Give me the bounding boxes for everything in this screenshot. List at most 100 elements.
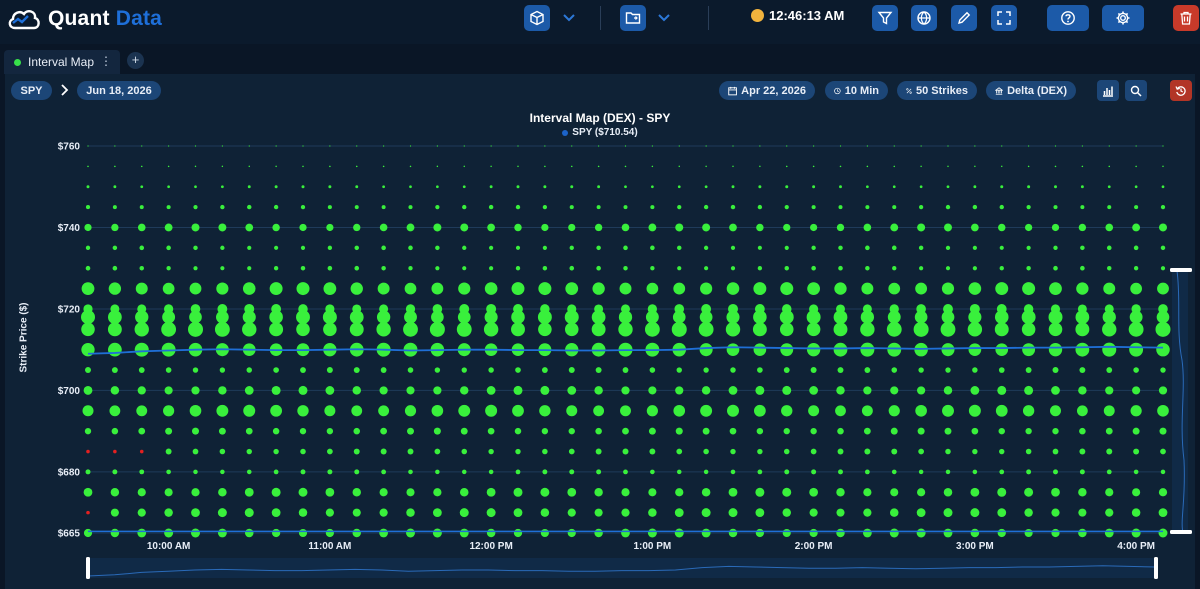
dex-bubble: [728, 508, 738, 518]
dex-bubble: [783, 223, 791, 232]
dex-bubble: [515, 448, 521, 455]
dex-bubble: [837, 448, 844, 455]
brand-logo[interactable]: Quant Data: [6, 6, 162, 32]
dex-bubble: [188, 321, 203, 337]
tab-interval-map[interactable]: Interval Map ⋮: [4, 50, 120, 74]
dex-bubble: [755, 528, 764, 538]
edit-button[interactable]: [951, 5, 977, 31]
dex-bubble: [730, 204, 736, 210]
negative-bubble: [86, 510, 90, 515]
dex-bubble: [834, 282, 847, 295]
metric-select[interactable]: Delta (DEX): [986, 81, 1076, 100]
dex-bubble: [564, 322, 579, 337]
dex-bubble: [300, 265, 306, 271]
dex-bubble: [727, 404, 739, 417]
dex-bubble: [141, 145, 143, 147]
dex-bubble: [1028, 145, 1030, 147]
settings-button[interactable]: [1102, 5, 1144, 31]
dex-bubble: [379, 488, 388, 497]
dex-bubble: [433, 223, 442, 232]
dex-bubble: [434, 367, 441, 373]
ticker-pill[interactable]: SPY: [11, 81, 52, 100]
dex-bubble: [1132, 427, 1140, 435]
cube-button[interactable]: [524, 5, 550, 31]
dex-bubble: [757, 469, 763, 475]
dex-bubble: [86, 185, 90, 189]
dex-bubble: [1025, 428, 1032, 435]
dex-bubble: [565, 282, 579, 295]
dex-bubble: [165, 427, 173, 435]
dex-bubble: [810, 427, 817, 435]
dex-bubble: [597, 165, 600, 168]
dex-bubble: [1048, 343, 1063, 357]
reset-button[interactable]: [1170, 80, 1192, 101]
dex-bubble: [674, 508, 684, 518]
dex-bubble: [863, 508, 872, 517]
dex-bubble: [1157, 404, 1169, 417]
dex-bubble: [135, 310, 149, 324]
dex-bubble: [1022, 343, 1036, 357]
chevron-down-icon[interactable]: [562, 11, 576, 25]
chart-type-button[interactable]: [1097, 80, 1119, 101]
kebab-menu-icon[interactable]: ⋮: [100, 54, 112, 68]
dex-bubble: [728, 487, 738, 497]
globe-button[interactable]: [911, 5, 937, 31]
dex-bubble: [865, 245, 870, 251]
dex-bubble: [327, 245, 333, 251]
dex-bubble: [137, 528, 147, 538]
dex-bubble: [300, 245, 306, 250]
dex-bubble: [569, 245, 574, 251]
dex-bubble: [514, 223, 522, 232]
filter-button[interactable]: [872, 5, 898, 31]
dex-bubble: [431, 310, 444, 324]
search-icon: [1130, 85, 1142, 97]
dex-bubble: [544, 165, 546, 168]
help-button[interactable]: [1047, 5, 1089, 31]
dex-bubble: [436, 145, 438, 147]
fullscreen-button[interactable]: [991, 5, 1017, 31]
dex-bubble: [137, 488, 146, 497]
dex-bubble: [1051, 223, 1060, 232]
dex-bubble: [246, 469, 252, 475]
navigator-right-handle: [1154, 557, 1158, 579]
date-picker[interactable]: Apr 22, 2026: [719, 81, 815, 100]
dex-bubble: [1160, 367, 1166, 373]
dex-bubble: [463, 165, 465, 168]
dex-bubble: [137, 223, 146, 232]
dex-bubble: [1027, 165, 1030, 168]
dex-bubble: [325, 386, 335, 395]
dex-bubble: [512, 404, 524, 417]
dex-bubble: [138, 367, 145, 373]
dex-bubble: [429, 321, 445, 337]
search-button[interactable]: [1125, 80, 1147, 101]
dex-bubble: [245, 427, 253, 435]
dex-bubble: [484, 310, 498, 324]
dex-bubble: [380, 448, 387, 455]
dex-bubble: [970, 487, 980, 497]
add-tab-button[interactable]: +: [127, 52, 144, 69]
dex-bubble: [298, 385, 308, 395]
dex-bubble: [648, 427, 656, 435]
dex-bubble: [757, 367, 763, 373]
dex-bubble: [621, 488, 630, 497]
interval-select[interactable]: 10 Min: [825, 81, 888, 100]
dex-bubble: [85, 265, 91, 271]
dex-bubble: [970, 508, 980, 518]
strikes-select[interactable]: 50 Strikes: [897, 81, 977, 100]
dex-bubble: [1135, 145, 1137, 147]
chart-legend[interactable]: SPY ($710.54): [500, 127, 700, 138]
dex-bubble: [1105, 223, 1114, 232]
dex-bubble: [136, 405, 148, 417]
dex-bubble: [1080, 185, 1084, 189]
dex-bubble: [436, 165, 439, 168]
dex-bubble: [648, 386, 657, 395]
folder-sync-button[interactable]: [620, 5, 646, 31]
dex-bubble: [353, 367, 360, 374]
dex-bubble: [1000, 185, 1004, 189]
chevron-down-icon[interactable]: [657, 11, 671, 25]
dex-bubble: [780, 343, 794, 357]
expiry-pill[interactable]: Jun 18, 2026: [77, 81, 161, 100]
delete-button[interactable]: [1173, 5, 1199, 31]
dex-bubble: [866, 165, 869, 168]
